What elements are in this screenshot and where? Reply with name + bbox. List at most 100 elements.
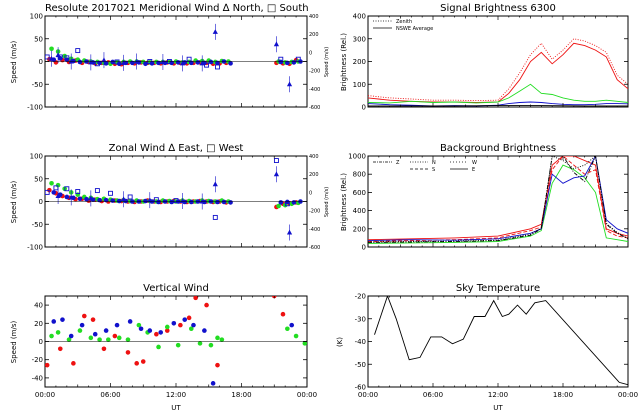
- zonal-point: [64, 186, 70, 192]
- vertical-point: [49, 333, 54, 339]
- vertical-point: [114, 322, 120, 328]
- signal-brightness-panel: Signal Brightness 6300 Brightness (Rel.)…: [340, 3, 629, 112]
- vertical-point: [156, 344, 161, 350]
- zonal-point: [212, 214, 218, 220]
- zonal-ytick-label: 100: [30, 153, 43, 161]
- meridional-data: [45, 23, 303, 93]
- zonal-point: [143, 198, 148, 204]
- background-legend-w: W: [472, 160, 477, 166]
- zonal-point: [110, 198, 115, 203]
- vertical-point: [164, 328, 170, 333]
- sky-title: Sky Temperature: [456, 283, 540, 294]
- vertical-point: [106, 337, 111, 342]
- vertical-point: [127, 319, 133, 324]
- vertical-point: [101, 346, 107, 352]
- zonal-y2tick-label: 0: [309, 190, 312, 196]
- zonal-ytick-label: 0: [39, 198, 43, 206]
- meridional-point: [57, 56, 63, 61]
- zonal-point: [188, 199, 194, 205]
- zonal-ylabel: Speed (m/s): [10, 181, 18, 224]
- sky-ytick-label: -50: [355, 361, 366, 369]
- zonal-point: [45, 189, 50, 195]
- zonal-point: [108, 190, 113, 196]
- vertical-point: [68, 333, 74, 339]
- vertical-point: [289, 322, 295, 328]
- zonal-point: [64, 194, 70, 200]
- meridional-ytick-label: 100: [30, 13, 43, 21]
- vertical-point: [92, 331, 98, 337]
- background-legend-z: Z: [396, 160, 400, 166]
- vertical-xtick-label: 12:00: [166, 391, 186, 399]
- vertical-point: [134, 361, 139, 366]
- vertical-point: [193, 296, 198, 301]
- sky-data: [374, 296, 628, 386]
- meridional-ytick-label: 0: [39, 58, 43, 66]
- background-series-line: [368, 156, 628, 243]
- zonal-y2tick-label: -400: [309, 227, 320, 233]
- meridional-point: [75, 48, 81, 54]
- sky-xtick-label: 00:00: [358, 391, 378, 399]
- vertical-point: [215, 362, 220, 368]
- signal-series-line: [368, 38, 628, 102]
- zonal-ytick-label: -50: [32, 221, 43, 229]
- signal-title: Signal Brightness 6300: [440, 3, 556, 14]
- vertical-point: [182, 317, 188, 322]
- zonal-point: [84, 196, 89, 202]
- meridional-point: [110, 59, 115, 65]
- zonal-point: [116, 198, 122, 204]
- signal-ytick-label: 300: [353, 35, 366, 43]
- vertical-point: [79, 322, 85, 328]
- sky-series-line: [374, 296, 628, 386]
- meridional-y2label: Speed (m/s): [324, 47, 330, 77]
- vertical-point: [82, 313, 87, 319]
- zonal-point: [215, 199, 220, 205]
- vertical-point: [136, 322, 142, 328]
- sky-ytick-label: -20: [355, 293, 366, 301]
- vertical-point: [60, 317, 65, 322]
- zonal-data: [45, 158, 303, 241]
- vertical-point: [202, 328, 207, 333]
- vertical-point: [125, 337, 131, 342]
- zonal-point: [173, 198, 179, 204]
- vertical-point: [210, 381, 216, 386]
- meridional-title: Resolute 2017021 Meridional Wind ∆ North…: [45, 3, 309, 14]
- meridional-point: [49, 46, 54, 52]
- meridional-point: [204, 62, 210, 68]
- vertical-ytick-label: 20: [34, 320, 43, 328]
- vertical-point: [204, 302, 209, 308]
- vertical-xlabel: UT: [171, 404, 181, 412]
- zonal-point: [221, 199, 227, 205]
- zonal-point: [273, 158, 279, 164]
- vertical-point: [164, 324, 170, 330]
- signal-ytick-label: 200: [353, 58, 366, 66]
- meridional-y2tick-label: 400: [309, 14, 319, 20]
- vertical-point: [90, 317, 96, 322]
- vertical-ytick-label: -40: [32, 374, 43, 382]
- vertical-point: [125, 350, 131, 355]
- signal-ytick-label: 400: [353, 13, 366, 21]
- sky-ytick-label: -30: [355, 315, 366, 323]
- signal-ytick-label: 100: [353, 81, 366, 89]
- vertical-point: [45, 362, 50, 368]
- sky-ytick-label: -40: [355, 338, 366, 346]
- signal-ytick-label: 0: [362, 104, 366, 112]
- meridional-ylabel: Speed (m/s): [10, 41, 18, 84]
- vertical-point: [112, 333, 118, 339]
- background-series-line: [368, 156, 628, 242]
- sky-xtick-label: 00:00: [618, 391, 638, 399]
- meridional-y2tick-label: -600: [309, 105, 320, 111]
- zonal-point: [51, 190, 57, 195]
- meridional-ytick-label: -50: [32, 81, 43, 89]
- zonal-point: [94, 188, 100, 194]
- zonal-point: [278, 200, 284, 205]
- meridional-y2tick-label: 200: [309, 32, 319, 38]
- vertical-point: [280, 311, 286, 317]
- zonal-y2label: Speed (m/s): [324, 187, 330, 217]
- zonal-y2tick-label: -200: [309, 209, 320, 215]
- vertical-point: [116, 335, 122, 341]
- zonal-ytick-label: 50: [34, 175, 43, 183]
- vertical-point: [186, 315, 192, 321]
- vertical-ylabel: Speed (m/s): [10, 321, 18, 364]
- signal-legend-zenith: Zenith: [396, 19, 412, 25]
